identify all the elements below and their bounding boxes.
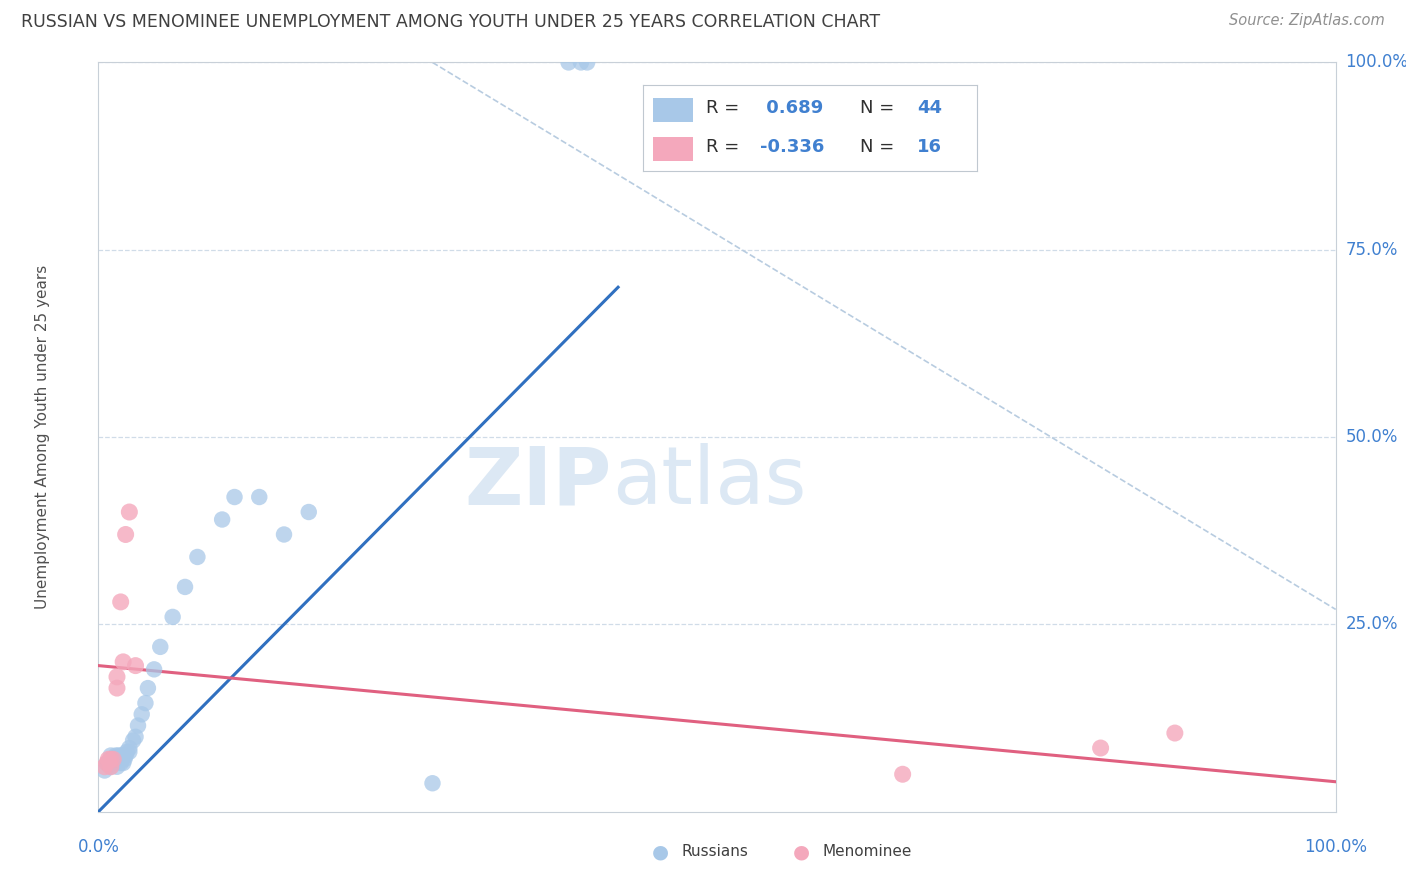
Text: 100.0%: 100.0% — [1305, 838, 1367, 856]
Point — [114, 748, 136, 763]
Point — [124, 730, 146, 744]
Point — [298, 505, 321, 519]
Point — [136, 681, 159, 695]
Text: 0.689: 0.689 — [759, 99, 823, 117]
Text: 16: 16 — [917, 138, 942, 156]
Point — [134, 696, 156, 710]
Point — [110, 595, 132, 609]
Point — [112, 748, 135, 763]
Bar — [652, 98, 693, 122]
Text: 50.0%: 50.0% — [1346, 428, 1398, 446]
Point — [97, 756, 120, 770]
Point — [143, 662, 166, 676]
Bar — [652, 136, 693, 161]
Point — [96, 756, 118, 770]
Point — [224, 490, 246, 504]
Point — [105, 681, 128, 695]
Text: Source: ZipAtlas.com: Source: ZipAtlas.com — [1229, 13, 1385, 29]
Point — [162, 610, 184, 624]
Text: 0.0%: 0.0% — [77, 838, 120, 856]
Point — [131, 707, 153, 722]
Point — [891, 767, 914, 781]
Point — [107, 748, 129, 763]
Point — [118, 505, 141, 519]
Point — [97, 752, 120, 766]
Point — [100, 760, 122, 774]
Point — [105, 752, 128, 766]
Point — [557, 55, 579, 70]
Point — [110, 756, 132, 770]
Point — [100, 760, 122, 774]
Point — [100, 752, 122, 766]
Point — [115, 745, 138, 759]
Point — [103, 752, 125, 766]
Point — [108, 752, 131, 766]
Point — [127, 718, 149, 732]
Text: Unemployment Among Youth under 25 years: Unemployment Among Youth under 25 years — [35, 265, 51, 609]
Point — [124, 658, 146, 673]
Point — [186, 549, 208, 564]
Text: 25.0%: 25.0% — [1346, 615, 1398, 633]
Text: 75.0%: 75.0% — [1346, 241, 1398, 259]
Point — [273, 527, 295, 541]
Point — [174, 580, 197, 594]
Point — [105, 760, 128, 774]
Point — [103, 756, 125, 770]
Text: RUSSIAN VS MENOMINEE UNEMPLOYMENT AMONG YOUTH UNDER 25 YEARS CORRELATION CHART: RUSSIAN VS MENOMINEE UNEMPLOYMENT AMONG … — [21, 13, 880, 31]
Point — [100, 748, 122, 763]
Point — [112, 655, 135, 669]
Text: 44: 44 — [917, 99, 942, 117]
Point — [112, 752, 135, 766]
Text: N =: N = — [860, 138, 900, 156]
Point — [114, 527, 136, 541]
Point — [93, 760, 115, 774]
Point — [422, 776, 444, 790]
Point — [247, 490, 270, 504]
Text: 100.0%: 100.0% — [1346, 54, 1406, 71]
Point — [103, 752, 125, 766]
Point — [96, 756, 118, 770]
Point — [100, 752, 122, 766]
Text: Menominee: Menominee — [823, 845, 912, 859]
Text: R =: R = — [706, 138, 745, 156]
Point — [111, 752, 134, 766]
Point — [118, 741, 141, 756]
Text: Russians: Russians — [682, 845, 749, 859]
Text: N =: N = — [860, 99, 900, 117]
Point — [149, 640, 172, 654]
Point — [211, 512, 233, 526]
Text: atlas: atlas — [612, 443, 806, 521]
Text: ●: ● — [652, 842, 669, 862]
Text: ZIP: ZIP — [464, 443, 612, 521]
Point — [122, 733, 145, 747]
Point — [569, 55, 592, 70]
Text: R =: R = — [706, 99, 745, 117]
Point — [118, 745, 141, 759]
Point — [105, 670, 128, 684]
Point — [1090, 741, 1112, 756]
Point — [110, 748, 132, 763]
Point — [103, 756, 125, 770]
Point — [93, 764, 115, 778]
Text: -0.336: -0.336 — [759, 138, 824, 156]
Point — [112, 756, 135, 770]
Text: ●: ● — [793, 842, 810, 862]
Point — [576, 55, 599, 70]
Point — [104, 748, 127, 763]
Point — [1164, 726, 1187, 740]
